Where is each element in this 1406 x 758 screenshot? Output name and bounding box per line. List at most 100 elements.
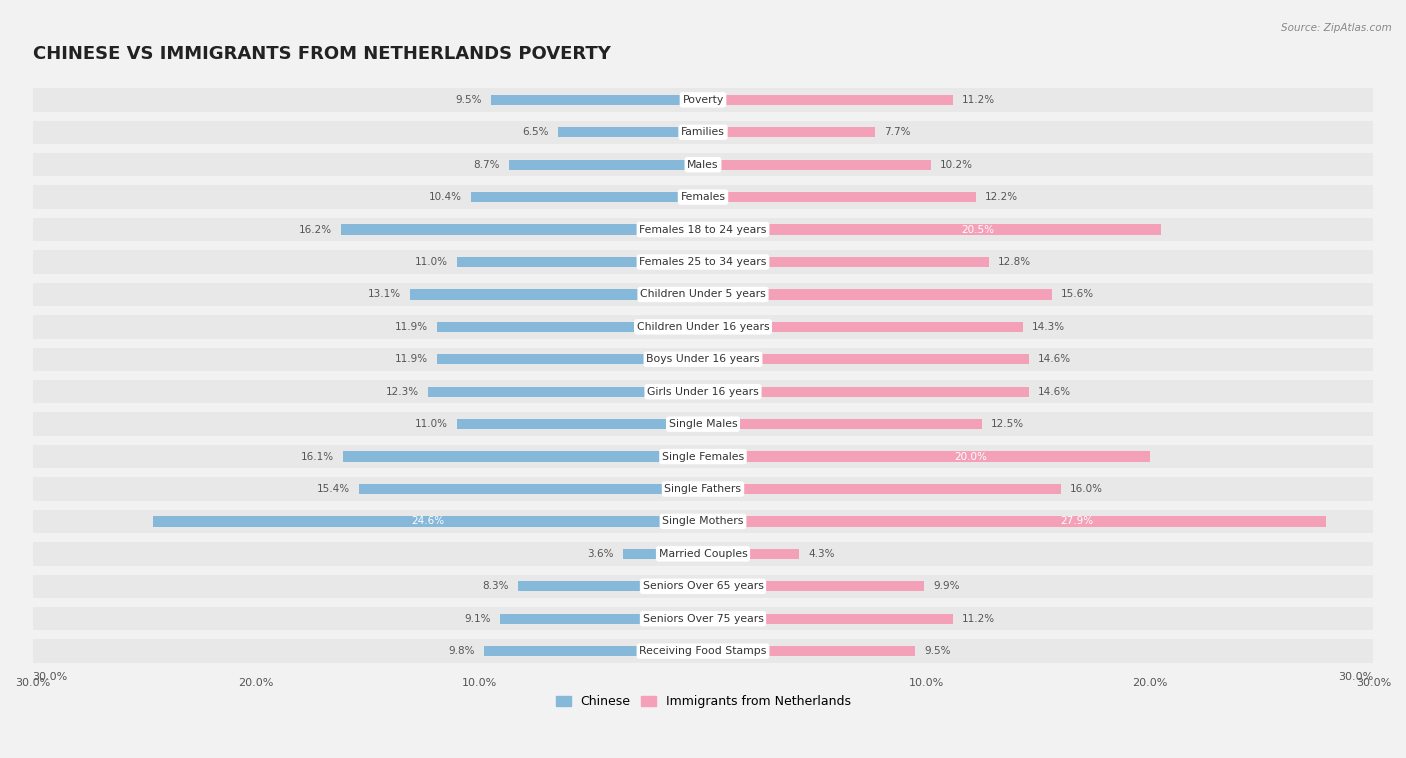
Text: 9.1%: 9.1% bbox=[464, 614, 491, 624]
Bar bbox=[703, 159, 931, 170]
Text: 13.1%: 13.1% bbox=[368, 290, 401, 299]
Text: 20.0%: 20.0% bbox=[955, 452, 987, 462]
Text: 16.2%: 16.2% bbox=[299, 224, 332, 234]
Text: 30.0%: 30.0% bbox=[1339, 672, 1374, 682]
Legend: Chinese, Immigrants from Netherlands: Chinese, Immigrants from Netherlands bbox=[551, 691, 855, 713]
Text: 9.5%: 9.5% bbox=[456, 95, 482, 105]
Bar bbox=[457, 257, 703, 267]
Text: 8.7%: 8.7% bbox=[474, 160, 499, 170]
Text: Children Under 16 years: Children Under 16 years bbox=[637, 322, 769, 332]
Bar bbox=[703, 613, 953, 624]
Text: 30.0%: 30.0% bbox=[32, 672, 67, 682]
Bar bbox=[499, 613, 703, 624]
Text: 15.4%: 15.4% bbox=[316, 484, 350, 494]
Bar bbox=[703, 451, 1150, 462]
Bar bbox=[32, 250, 1374, 274]
Text: Females 25 to 34 years: Females 25 to 34 years bbox=[640, 257, 766, 267]
Text: 11.9%: 11.9% bbox=[395, 322, 429, 332]
Text: 4.3%: 4.3% bbox=[808, 549, 835, 559]
Bar bbox=[32, 478, 1374, 501]
Text: 3.6%: 3.6% bbox=[588, 549, 613, 559]
Bar bbox=[429, 387, 703, 397]
Text: 7.7%: 7.7% bbox=[884, 127, 911, 137]
Text: 10.2%: 10.2% bbox=[939, 160, 973, 170]
Text: CHINESE VS IMMIGRANTS FROM NETHERLANDS POVERTY: CHINESE VS IMMIGRANTS FROM NETHERLANDS P… bbox=[32, 45, 610, 64]
Bar bbox=[509, 159, 703, 170]
Bar bbox=[703, 257, 988, 267]
Text: 12.2%: 12.2% bbox=[984, 192, 1018, 202]
Bar bbox=[491, 95, 703, 105]
Bar bbox=[32, 186, 1374, 208]
Bar bbox=[703, 224, 1161, 235]
Bar bbox=[623, 549, 703, 559]
Bar bbox=[558, 127, 703, 137]
Bar bbox=[32, 315, 1374, 339]
Text: Girls Under 16 years: Girls Under 16 years bbox=[647, 387, 759, 396]
Bar bbox=[457, 419, 703, 429]
Text: 16.1%: 16.1% bbox=[301, 452, 335, 462]
Bar bbox=[32, 121, 1374, 144]
Text: 27.9%: 27.9% bbox=[1060, 516, 1094, 527]
Text: 16.0%: 16.0% bbox=[1070, 484, 1102, 494]
Text: Source: ZipAtlas.com: Source: ZipAtlas.com bbox=[1281, 23, 1392, 33]
Text: Single Females: Single Females bbox=[662, 452, 744, 462]
Bar bbox=[343, 451, 703, 462]
Text: Single Males: Single Males bbox=[669, 419, 737, 429]
Text: 24.6%: 24.6% bbox=[412, 516, 444, 527]
Bar bbox=[471, 192, 703, 202]
Bar bbox=[703, 646, 915, 656]
Text: Single Fathers: Single Fathers bbox=[665, 484, 741, 494]
Bar bbox=[32, 510, 1374, 533]
Bar bbox=[703, 354, 1029, 365]
Text: 14.6%: 14.6% bbox=[1038, 387, 1071, 396]
Bar bbox=[703, 484, 1060, 494]
Bar bbox=[703, 192, 976, 202]
Bar bbox=[32, 445, 1374, 468]
Text: Families: Families bbox=[681, 127, 725, 137]
Text: 15.6%: 15.6% bbox=[1060, 290, 1094, 299]
Text: Seniors Over 65 years: Seniors Over 65 years bbox=[643, 581, 763, 591]
Text: Single Mothers: Single Mothers bbox=[662, 516, 744, 527]
Bar bbox=[32, 88, 1374, 111]
Text: 8.3%: 8.3% bbox=[482, 581, 509, 591]
Bar bbox=[437, 354, 703, 365]
Bar bbox=[359, 484, 703, 494]
Bar bbox=[32, 283, 1374, 306]
Bar bbox=[703, 387, 1029, 397]
Text: 14.3%: 14.3% bbox=[1032, 322, 1064, 332]
Text: 12.3%: 12.3% bbox=[387, 387, 419, 396]
Text: Females 18 to 24 years: Females 18 to 24 years bbox=[640, 224, 766, 234]
Text: 11.2%: 11.2% bbox=[962, 614, 995, 624]
Bar bbox=[703, 581, 924, 591]
Text: 10.4%: 10.4% bbox=[429, 192, 461, 202]
Bar bbox=[342, 224, 703, 235]
Text: 11.0%: 11.0% bbox=[415, 419, 449, 429]
Bar bbox=[32, 607, 1374, 631]
Text: Married Couples: Married Couples bbox=[658, 549, 748, 559]
Text: 11.0%: 11.0% bbox=[415, 257, 449, 267]
Bar bbox=[517, 581, 703, 591]
Text: Females: Females bbox=[681, 192, 725, 202]
Bar bbox=[32, 640, 1374, 662]
Bar bbox=[703, 95, 953, 105]
Text: Receiving Food Stamps: Receiving Food Stamps bbox=[640, 646, 766, 656]
Bar bbox=[32, 380, 1374, 403]
Bar bbox=[703, 127, 875, 137]
Text: 6.5%: 6.5% bbox=[522, 127, 548, 137]
Text: Poverty: Poverty bbox=[682, 95, 724, 105]
Bar bbox=[32, 348, 1374, 371]
Bar bbox=[32, 575, 1374, 598]
Bar bbox=[153, 516, 703, 527]
Text: Children Under 5 years: Children Under 5 years bbox=[640, 290, 766, 299]
Bar bbox=[703, 549, 799, 559]
Text: 9.5%: 9.5% bbox=[924, 646, 950, 656]
Text: 11.9%: 11.9% bbox=[395, 354, 429, 365]
Bar bbox=[703, 290, 1052, 299]
Text: 11.2%: 11.2% bbox=[962, 95, 995, 105]
Text: Seniors Over 75 years: Seniors Over 75 years bbox=[643, 614, 763, 624]
Bar bbox=[411, 290, 703, 299]
Bar bbox=[32, 542, 1374, 565]
Text: 12.8%: 12.8% bbox=[998, 257, 1031, 267]
Text: 9.8%: 9.8% bbox=[449, 646, 475, 656]
Text: 9.9%: 9.9% bbox=[934, 581, 960, 591]
